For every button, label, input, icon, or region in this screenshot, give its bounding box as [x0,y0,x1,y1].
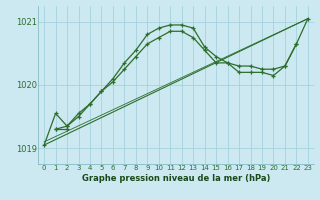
X-axis label: Graphe pression niveau de la mer (hPa): Graphe pression niveau de la mer (hPa) [82,174,270,183]
